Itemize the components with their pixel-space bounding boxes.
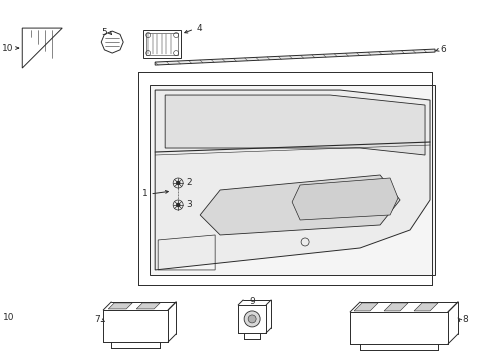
Text: 6: 6 <box>439 45 445 54</box>
Polygon shape <box>383 303 407 311</box>
Bar <box>143 30 181 58</box>
Polygon shape <box>165 95 424 155</box>
Bar <box>146 33 178 55</box>
Text: 5: 5 <box>101 28 107 37</box>
Circle shape <box>176 181 180 185</box>
Text: 8: 8 <box>461 315 467 324</box>
Text: 10: 10 <box>2 44 13 53</box>
Polygon shape <box>413 303 437 311</box>
Polygon shape <box>353 303 377 311</box>
Text: 2: 2 <box>186 179 191 188</box>
Circle shape <box>244 311 260 327</box>
Circle shape <box>176 203 180 207</box>
Text: 1: 1 <box>142 189 148 198</box>
Polygon shape <box>136 303 160 309</box>
Text: 7: 7 <box>94 315 100 324</box>
Polygon shape <box>200 175 399 235</box>
Polygon shape <box>155 90 429 270</box>
Text: 9: 9 <box>249 297 254 306</box>
Polygon shape <box>150 85 434 275</box>
Polygon shape <box>291 178 397 220</box>
Text: 4: 4 <box>196 24 202 33</box>
Polygon shape <box>155 49 434 65</box>
Text: 10: 10 <box>3 314 14 323</box>
Polygon shape <box>108 303 132 309</box>
Text: 3: 3 <box>186 201 191 210</box>
Circle shape <box>247 315 256 323</box>
